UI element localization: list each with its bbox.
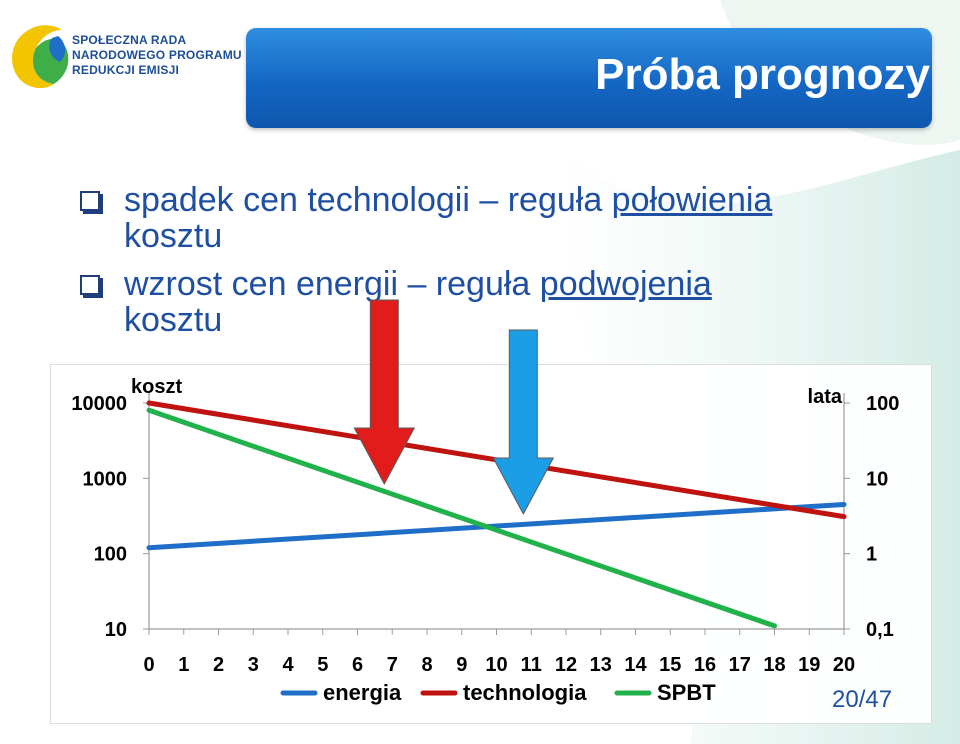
right-tick-label: 1 (866, 544, 877, 566)
x-tick-label: 12 (555, 654, 577, 676)
left-tick-label: 1000 (83, 468, 128, 490)
x-tick-label: 13 (590, 654, 612, 676)
bullet-underlined-text: podwojenia (539, 265, 712, 303)
bullet-underlined-text: połowienia (611, 181, 773, 219)
x-tick-label: 4 (282, 654, 294, 676)
x-tick-label: 9 (456, 654, 467, 676)
logo-mark (12, 25, 69, 89)
left-tick-label: 10000 (71, 393, 127, 415)
x-tick-label: 20 (833, 654, 855, 676)
logo-text: SPOŁECZNA RADA NARODOWEGO PROGRAMU REDUK… (72, 33, 242, 78)
right-axis-title: lata (808, 386, 843, 408)
series-line-technologia (146, 400, 847, 520)
checkbox-bullet-icon (80, 191, 100, 211)
slide-title: Próba prognozy (595, 50, 930, 99)
bullet-text: wzrost cen energii – reguła (124, 265, 540, 303)
checkbox-bullet-icon (80, 275, 100, 295)
x-tick-label: 14 (624, 654, 647, 676)
x-tick-label: 0 (143, 654, 154, 676)
bullet-text-continuation: kosztu (124, 301, 223, 339)
series-line-energia (146, 501, 847, 551)
logo-line-2: NARODOWEGO PROGRAMU (72, 48, 242, 62)
right-tick-label: 0,1 (866, 619, 894, 641)
left-tick-label: 10 (105, 619, 127, 641)
x-tick-label: 19 (798, 654, 820, 676)
legend-label-spbt: SPBT (657, 680, 716, 705)
x-tick-label: 16 (694, 654, 716, 676)
x-tick-label: 11 (521, 654, 542, 676)
x-tick-label: 18 (763, 654, 785, 676)
bullet-text: spadek cen technologii – reguła (124, 181, 612, 219)
bullet-text-continuation: kosztu (124, 217, 223, 255)
right-tick-label: 10 (866, 468, 888, 490)
x-tick-label: 17 (729, 654, 751, 676)
bullet-item-technology: spadek cen technologii – reguła połowien… (76, 182, 896, 254)
title-bar (246, 28, 932, 128)
x-tick-label: 8 (421, 654, 432, 676)
x-tick-label: 6 (352, 654, 363, 676)
x-tick-label: 10 (485, 654, 507, 676)
x-tick-label: 7 (387, 654, 398, 676)
series-line-spbt (146, 407, 777, 629)
chart-panel: 10 100 1000 10000 0,1 1 10 100 0 1 2 3 4 5 6 7 8 9 10 11 12 1… (50, 364, 932, 724)
legend-label-technologia: technologia (463, 680, 587, 705)
x-tick-label: 2 (213, 654, 224, 676)
x-tick-label: 1 (178, 654, 189, 676)
right-tick-label: 100 (866, 393, 899, 415)
x-tick-label: 5 (317, 654, 328, 676)
bullet-list: spadek cen technologii – reguła połowien… (76, 182, 896, 350)
x-tick-label: 15 (659, 654, 681, 676)
left-axis-title: koszt (131, 376, 182, 398)
slide-number: 20/47 (832, 686, 893, 713)
logo-line-3: REDUKCJI EMISJI (72, 63, 180, 77)
left-tick-label: 100 (94, 544, 127, 566)
logo-line-1: SPOŁECZNA RADA (72, 33, 187, 47)
x-tick-label: 3 (248, 654, 259, 676)
bullet-item-energy: wzrost cen energii – reguła podwojenia k… (76, 266, 896, 338)
legend-label-energia: energia (323, 680, 402, 705)
